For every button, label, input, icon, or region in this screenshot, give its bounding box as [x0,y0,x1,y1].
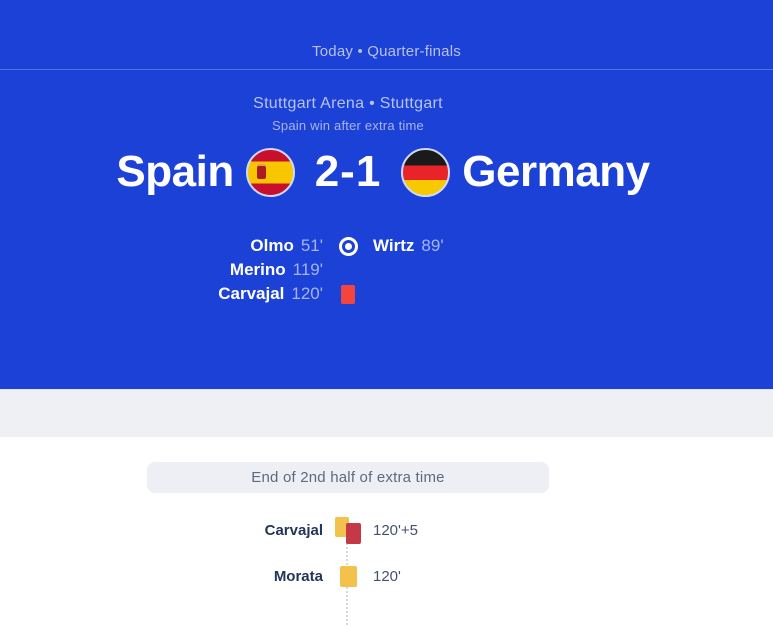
timeline-event-row: Morata [0,568,323,585]
home-event-row: Olmo 51' [0,236,323,256]
event-icon-cell [323,284,373,304]
match-timeline: End of 2nd half of extra time Carvajal 1… [0,462,773,625]
timeline-event-minute-cell: 120' [373,568,696,585]
player-name: Carvajal [218,284,285,303]
away-event-row [373,284,696,304]
away-event-row [373,260,696,280]
event-minute: 120'+5 [373,522,418,539]
event-icon-cell [323,566,373,587]
timeline-event-row: Carvajal [0,522,323,539]
context-label: Today • Quarter-finals [312,43,461,60]
event-minute: 120' [373,568,401,585]
home-event-row: Carvajal 120' [0,284,323,304]
away-team-name: Germany [462,147,650,196]
timeline-content-column: End of 2nd half of extra time Carvajal 1… [0,462,696,587]
player-name: Olmo [250,236,294,255]
event-icon-cell [323,517,373,544]
germany-flag-icon [401,147,451,197]
home-side: Spain [0,146,295,198]
home-team-name: Spain [116,147,234,196]
event-minute: 119' [292,260,323,279]
away-side: Germany [401,146,696,198]
timeline-event-minute-cell: 120'+5 [373,522,696,539]
player-name: Morata [273,568,323,585]
match-score: 2-1 [314,147,382,196]
match-hero: Today • Quarter-finals Stuttgart Arena •… [0,0,773,389]
venue-text: Stuttgart Arena • Stuttgart [253,95,443,112]
second-yellow-card-icon [335,517,361,544]
event-minute: 120' [291,284,323,303]
yellow-card-icon [339,566,357,587]
player-name: Merino [229,260,286,279]
away-event-row: Wirtz 89' [373,236,696,256]
red-card-icon [341,284,355,304]
period-label: End of 2nd half of extra time [251,469,445,486]
event-icon-cell [323,260,373,280]
player-name: Wirtz [373,236,415,255]
event-minute: 89' [421,236,444,255]
match-context-bar: Today • Quarter-finals [0,0,773,70]
section-separator-band [0,389,773,437]
goal-events: Olmo 51' Wirtz 89' Merino 119' [0,236,696,304]
home-event-row: Merino 119' [0,260,323,280]
red-card-icon [346,523,361,544]
event-minute: 51' [300,236,323,255]
period-pill: End of 2nd half of extra time [147,462,549,493]
scoreline: Spain 2-1 Germany [0,146,696,198]
timeline-events: Carvajal 120'+5 Morata [0,517,696,587]
yellow-card-icon [335,517,349,537]
hero-content-column: Stuttgart Arena • Stuttgart Spain win af… [0,95,696,304]
event-icon-cell [323,236,373,256]
result-note: Spain win after extra time [272,118,424,133]
football-icon [338,236,358,256]
player-name: Carvajal [264,522,323,539]
spain-flag-icon [245,147,295,197]
